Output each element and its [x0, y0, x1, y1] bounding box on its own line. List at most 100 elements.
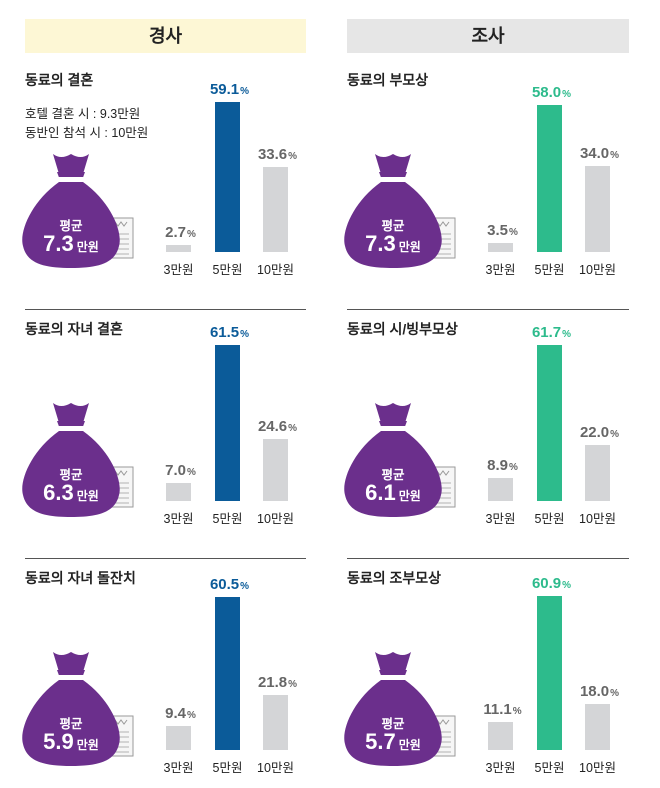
category-label: 3만원 [163, 761, 194, 775]
bar-value-label: 3.5% [487, 222, 518, 240]
bar-value-label: 59.1% [210, 81, 249, 99]
bar-value-label: 60.9% [532, 575, 571, 593]
average-value: 6.3 만원 [19, 480, 123, 506]
bar-value: 9.4 [165, 705, 186, 722]
bar-value: 3.5 [487, 222, 508, 239]
category-label: 3만원 [485, 761, 516, 775]
bar-value-label: 61.7% [532, 324, 571, 342]
category-label: 10만원 [579, 263, 616, 277]
percent-sign: % [610, 688, 620, 699]
average-number: 7.3 [43, 231, 74, 256]
bar-gray [166, 245, 191, 252]
average-bag: 평균 6.3 만원 [19, 399, 139, 519]
header-condolences: 조사 [347, 19, 629, 53]
average-bag: 평균 7.3 만원 [19, 150, 139, 270]
bar-value: 34.0 [579, 145, 610, 162]
bar-gray [263, 695, 288, 750]
category-label: 3만원 [163, 263, 194, 277]
category-label: 5만원 [534, 761, 565, 775]
percent-sign: % [512, 706, 522, 717]
bar-highlight [215, 597, 240, 750]
percent-sign: % [508, 227, 518, 238]
money-bag-icon [344, 652, 456, 766]
bar-value: 59.1 [209, 81, 240, 98]
bar-value-label: 60.5% [210, 576, 249, 594]
bar-value: 61.5 [209, 324, 240, 341]
percent-sign: % [508, 462, 518, 473]
average-label: 평균 [381, 468, 405, 482]
bar-value: 2.7 [165, 224, 186, 241]
bar-value: 58.0 [531, 84, 562, 101]
bar-gray [263, 439, 288, 501]
percent-sign: % [562, 580, 572, 591]
average-label: 평균 [59, 219, 83, 233]
average-number: 5.7 [365, 729, 396, 754]
category-label: 5만원 [212, 761, 243, 775]
bar-value-label: 24.6% [258, 418, 297, 436]
bar-value-label: 33.6% [258, 146, 297, 164]
bar-gray [488, 722, 513, 750]
average-number: 6.1 [365, 480, 396, 505]
bar-value-label: 21.8% [258, 674, 297, 692]
average-bag: 평균 6.1 만원 [341, 399, 461, 519]
bar-value: 61.7 [531, 324, 562, 341]
bar-gray [585, 166, 610, 252]
category-label: 10만원 [579, 761, 616, 775]
category-label: 10만원 [257, 263, 294, 277]
percent-sign: % [240, 86, 250, 97]
section-divider [347, 558, 629, 559]
bar-value: 22.0 [579, 424, 610, 441]
money-bag-icon [344, 403, 456, 517]
average-unit: 만원 [398, 240, 421, 254]
average-number: 7.3 [365, 231, 396, 256]
category-label: 10만원 [579, 512, 616, 526]
average-label: 평균 [381, 219, 405, 233]
percent-sign: % [288, 679, 298, 690]
bar-value: 8.9 [487, 457, 508, 474]
bar-value: 7.0 [165, 462, 186, 479]
percent-sign: % [186, 229, 196, 240]
bar-gray [166, 726, 191, 750]
bar-value-label: 22.0% [580, 424, 619, 442]
chart-title: 동료의 자녀 결혼 [25, 321, 123, 337]
average-value: 7.3 만원 [341, 231, 445, 257]
bar-value-label: 11.1% [483, 701, 521, 719]
percent-sign: % [288, 151, 298, 162]
bar-highlight [215, 102, 240, 252]
percent-sign: % [186, 467, 196, 478]
bar-gray [585, 704, 610, 750]
category-label: 10만원 [257, 512, 294, 526]
category-label: 3만원 [485, 263, 516, 277]
chart-title: 동료의 시/빙부모상 [347, 321, 458, 337]
average-bag: 평균 7.3 만원 [341, 150, 461, 270]
chart-title: 동료의 부모상 [347, 72, 429, 88]
average-bag: 평균 5.7 만원 [341, 648, 461, 768]
money-bag-icon [22, 154, 134, 268]
section-divider [25, 309, 306, 310]
percent-sign: % [288, 423, 298, 434]
chart-note: 동반인 참석 시 : 10만원 [25, 126, 149, 140]
percent-sign: % [610, 429, 620, 440]
section-divider [347, 309, 629, 310]
category-label: 3만원 [163, 512, 194, 526]
average-label: 평균 [59, 468, 83, 482]
category-label: 5만원 [212, 512, 243, 526]
chart-panel: 동료의 자녀 돌잔치 평균 5.9 만원 9.4% 3만원 60.5% 5만원 21.8% 10만… [22, 568, 307, 788]
bar-value-label: 18.0% [580, 683, 619, 701]
bar-value: 18.0 [579, 683, 610, 700]
bar-value: 21.8 [257, 674, 288, 691]
bar-value-label: 34.0% [580, 145, 619, 163]
bar-value-label: 58.0% [532, 84, 571, 102]
section-divider [25, 558, 306, 559]
bar-gray [166, 483, 191, 501]
bar-gray [488, 478, 513, 501]
average-bag: 평균 5.9 만원 [19, 648, 139, 768]
average-number: 5.9 [43, 729, 74, 754]
average-value: 7.3 만원 [19, 231, 123, 257]
bar-value-label: 2.7% [165, 224, 196, 242]
bar-value-label: 8.9% [487, 457, 518, 475]
bar-value-label: 61.5% [210, 324, 249, 342]
category-label: 5만원 [212, 263, 243, 277]
bar-value: 24.6 [257, 418, 288, 435]
bar-value: 60.9 [531, 575, 562, 592]
